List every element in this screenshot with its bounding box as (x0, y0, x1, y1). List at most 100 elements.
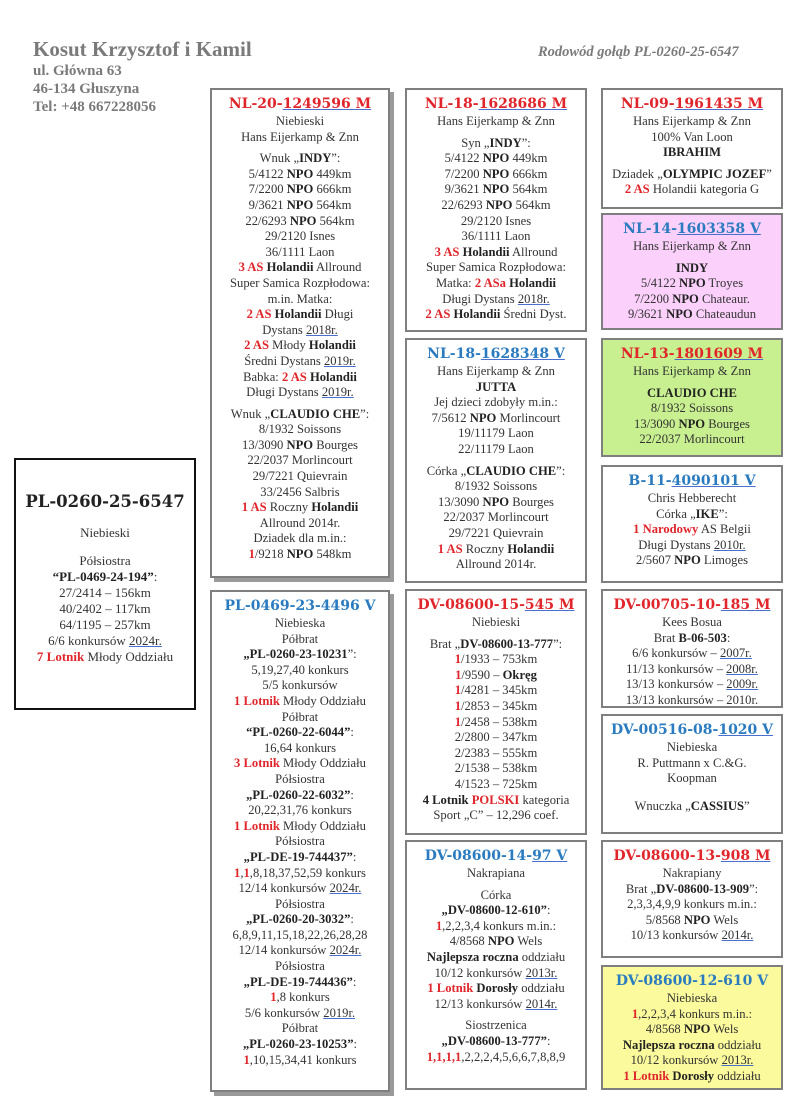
text-segment: 666km (313, 182, 352, 197)
text-segment: NPO (286, 547, 314, 562)
text-segment: oddziału (714, 1037, 762, 1052)
text-segment: 7/2200 (444, 166, 483, 181)
text-segment: IKE (695, 506, 719, 521)
text-segment: „PL-DE-19-744436” (243, 974, 353, 989)
card-line: „DV-08600-12-610”: (407, 903, 585, 919)
text-segment: Półbrat (281, 709, 319, 724)
text-segment: ”: (556, 463, 566, 478)
text-segment: Super Samica Rozpłodowa: (230, 275, 370, 290)
card-line: 5/6 konkursów 2019r. (212, 1006, 388, 1022)
text-segment: INDY (675, 260, 709, 275)
text-segment: 19/11179 Laon (458, 426, 534, 441)
text-segment: 2008r. (726, 661, 758, 676)
card-line: Niebieski (407, 615, 585, 631)
card-line: 20,22,31,76 konkurs (212, 803, 388, 819)
text-segment: 7/2200 (634, 291, 673, 306)
text-segment: ,10,15,34,41 konkurs (249, 1052, 357, 1067)
card-line: 7/5612 NPO Morlincourt (407, 411, 585, 427)
ring-number-part: DV-00516-08- (610, 722, 719, 738)
card-line: 2 AS Młody Holandii (212, 338, 388, 354)
text-segment: 1 (454, 652, 462, 667)
pigeon-card-main: PL-0260-25-6547 Niebieski Półsiostra “PL-04… (14, 458, 196, 710)
text-segment: ”: (749, 881, 759, 896)
card-line: Hans Eijerkamp & Znn (407, 364, 585, 380)
text-segment: 2024r. (129, 633, 162, 648)
card-line: 10/12 konkursów 2013r. (603, 1053, 781, 1069)
text-segment: Dziadek „ (612, 166, 663, 181)
card-line: Syn „INDY”: (407, 136, 585, 152)
text-segment: : (546, 1033, 551, 1048)
text-segment: “PL-0469-24-194” (52, 569, 154, 584)
card-line: Hans Eijerkamp & Znn (603, 239, 781, 255)
card-line: CLAUDIO CHE (603, 386, 781, 402)
card-line: Brat „DV-08600-13-777”: (407, 637, 585, 653)
card-line: “PL-0260-22-6044”: (212, 725, 388, 741)
card-line: 9/3621 NPO 564km (212, 198, 388, 214)
card-line: 1/4281 – 345km (407, 683, 585, 699)
text-segment: 11/13 konkursów – (626, 661, 727, 676)
text-segment: Młody Oddziału (279, 756, 366, 771)
card-line: Córka (407, 888, 585, 904)
ring-number: NL-09-1961435 M (603, 95, 781, 113)
text-segment: NPO (683, 912, 711, 927)
card-line: 4/8568 NPO Wels (603, 1022, 781, 1038)
text-segment: Niebieski (275, 114, 325, 128)
text-segment: 9/3621 (444, 182, 483, 197)
text-segment: 2019r. (323, 1005, 356, 1020)
text-segment: „PL-DE-19-744437” (243, 849, 353, 864)
ring-number: NL-18-1628348 V (407, 345, 585, 363)
card-line: Dziadek „OLYMPIC JOZEF” (603, 167, 781, 183)
text-segment: : (350, 725, 354, 740)
card-line: 7/2200 NPO 666km (212, 182, 388, 198)
card-line: Matka: 2 ASa Holandii (407, 276, 585, 292)
card-line: 64/1195 – 257km (16, 617, 194, 633)
text-segment: 22/6293 (441, 197, 486, 212)
card-line: Córka „CLAUDIO CHE”: (407, 464, 585, 480)
text-segment: 29/2120 Isnes (460, 213, 532, 228)
card-line: 1,8 konkurs (212, 990, 388, 1006)
card-line: 1,1,1,1,2,2,2,4,5,6,6,7,8,8,9 (407, 1050, 585, 1066)
text-segment: Hans Eijerkamp & Znn (437, 364, 555, 378)
text-segment: Dziadek dla m.in.: (253, 531, 347, 546)
ring-number: NL-13-1801609 M (603, 345, 781, 363)
text-segment: JUTTA (475, 379, 517, 394)
text-segment: 2 AS (624, 182, 650, 197)
card-line: „PL-0260-23-10253”: (212, 1037, 388, 1053)
text-segment: OLYMPIC JOZEF (662, 166, 767, 181)
text-segment: 1 Lotnik (234, 693, 280, 708)
text-segment: 2/2800 – 347km (454, 730, 538, 745)
text-segment: 2/5607 (636, 553, 675, 568)
text-segment: 2/2383 – 555km (454, 745, 538, 760)
text-segment: Długi Dystans (442, 291, 518, 306)
card-line: Brat B-06-503: (603, 631, 781, 647)
text-segment: 2019r. (321, 385, 354, 400)
text-segment: 12/14 konkursów (238, 881, 330, 896)
text-segment: Długi (321, 307, 354, 322)
card-line: 11/13 konkursów – 2008r. (603, 662, 781, 678)
text-segment: 27/2414 – 156km (59, 585, 151, 600)
card-line: 12/14 konkursów 2024r. (212, 881, 388, 897)
text-segment: Młody (269, 338, 309, 353)
ring-number: DV-00705-10-185 M (603, 596, 781, 614)
text-segment: 2013r. (721, 1053, 754, 1068)
text-segment: Niebieska (274, 616, 326, 630)
card-line: Długi Dystans 2018r. (407, 292, 585, 308)
text-segment: 1 (454, 698, 462, 713)
card-line: 36/1111 Laon (407, 229, 585, 245)
card-line: Hans Eijerkamp & Znn (603, 364, 781, 380)
card-line: 3 Lotnik Młody Oddziału (212, 756, 388, 772)
card-line: 4/1523 – 725km (407, 777, 585, 793)
text-segment: 1 Lotnik (427, 981, 474, 996)
card-line: INDY (603, 261, 781, 277)
card-line: 1/2458 – 538km (407, 715, 585, 731)
text-segment: Holandii (507, 541, 555, 556)
text-segment: 1 (454, 714, 462, 729)
text-segment: CLAUDIO CHE (466, 463, 557, 478)
text-segment: Bourges (313, 437, 358, 452)
text-segment: Holandii (308, 338, 356, 353)
text-segment: Hans Eijerkamp & Znn (437, 114, 555, 128)
card-line: „PL-0260-22-6032”: (212, 788, 388, 804)
card-line: 1,10,15,34,41 konkurs (212, 1053, 388, 1069)
text-segment: ” (766, 166, 772, 181)
text-segment: Najlepsza roczna (426, 949, 519, 964)
